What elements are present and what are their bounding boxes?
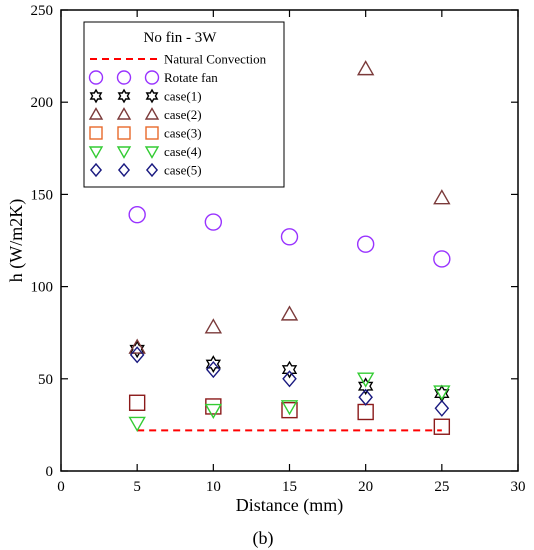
x-tick-label: 5 <box>133 479 141 495</box>
y-tick-label: 50 <box>38 372 53 388</box>
legend-swatch-case-3 <box>145 126 159 140</box>
legend-swatch-case-5 <box>89 162 103 178</box>
y-tick-label: 100 <box>31 280 54 296</box>
legend-swatch-rotate-fan <box>116 70 132 85</box>
y-tick-label: 0 <box>46 464 54 480</box>
point-case-1 <box>129 340 145 359</box>
point-rotate-fan <box>356 235 375 253</box>
point-case-5 <box>129 346 145 364</box>
legend-swatch-case-2 <box>88 107 104 120</box>
x-axis-title: Distance (mm) <box>236 495 343 516</box>
point-case-2 <box>128 338 146 354</box>
point-case-3 <box>433 418 451 435</box>
point-case-5 <box>206 360 221 379</box>
legend-swatch-rotate-fan <box>88 70 104 85</box>
point-rotate-fan <box>433 250 451 268</box>
x-tick-label: 15 <box>282 479 297 495</box>
point-case-1 <box>205 355 222 373</box>
point-case-5 <box>434 399 450 417</box>
point-case-5 <box>282 370 297 388</box>
legend-box <box>83 21 285 188</box>
y-axis-title: h (W/m2K) <box>6 199 27 282</box>
figure-caption: (b) <box>253 528 274 549</box>
point-rotate-fan <box>204 213 223 231</box>
y-tick-label: 200 <box>31 95 54 111</box>
legend: No fin - 3W Natural Convection Rotate fan… <box>83 21 285 188</box>
point-case-2 <box>356 60 375 76</box>
legend-label-rotate-fan: Rotate fan <box>164 70 218 85</box>
point-case-4 <box>128 416 146 432</box>
point-case-1 <box>281 360 298 379</box>
point-case-2 <box>280 305 299 321</box>
x-tick-label: 20 <box>358 479 373 495</box>
legend-swatch-case-1 <box>117 88 131 104</box>
x-tick-label: 10 <box>206 479 221 495</box>
legend-label-case-2: case(2) <box>164 107 202 122</box>
y-tick-label: 250 <box>31 3 54 19</box>
point-case-3 <box>357 403 374 421</box>
legend-swatch-case-4 <box>88 146 104 159</box>
point-case-3 <box>128 394 146 411</box>
legend-swatch-case-2 <box>144 107 160 120</box>
axis-ticks: 0 5 10 15 20 25 30 0 50 100 150 200 250 <box>31 3 526 495</box>
legend-swatch-case-1 <box>89 88 103 104</box>
chart-marks <box>128 60 451 435</box>
point-case-4 <box>356 372 375 388</box>
legend-swatch-case-1 <box>145 88 159 104</box>
y-tick-label: 150 <box>31 187 54 203</box>
legend-swatch-case-4 <box>144 146 160 159</box>
point-rotate-fan <box>128 205 146 224</box>
legend-title: No fin - 3W <box>144 30 218 46</box>
point-case-4 <box>433 385 451 401</box>
point-case-5 <box>358 388 373 406</box>
legend-label-case-1: case(1) <box>164 89 202 104</box>
legend-label-case-5: case(5) <box>164 163 202 178</box>
legend-swatch-case-3 <box>89 126 103 140</box>
x-tick-label: 0 <box>57 479 65 495</box>
x-tick-label: 25 <box>434 479 449 495</box>
point-case-4 <box>204 403 223 420</box>
legend-swatch-case-3 <box>117 126 131 140</box>
x-tick-label: 30 <box>511 479 526 495</box>
point-case-2 <box>204 318 223 334</box>
point-case-3 <box>281 401 298 419</box>
legend-swatch-case-4 <box>116 146 132 159</box>
point-case-1 <box>357 377 374 396</box>
point-case-3 <box>205 398 222 415</box>
legend-swatch-case-5 <box>145 162 159 178</box>
legend-label-case-3: case(3) <box>164 126 202 141</box>
legend-swatch-case-2 <box>116 107 132 120</box>
point-rotate-fan <box>280 228 299 246</box>
legend-label-case-4: case(4) <box>164 144 202 159</box>
point-case-4 <box>280 400 299 416</box>
point-case-2 <box>433 189 451 205</box>
legend-label-natural-convection: Natural Convection <box>164 52 267 67</box>
legend-swatch-case-5 <box>117 162 131 178</box>
legend-swatch-rotate-fan <box>144 70 160 85</box>
